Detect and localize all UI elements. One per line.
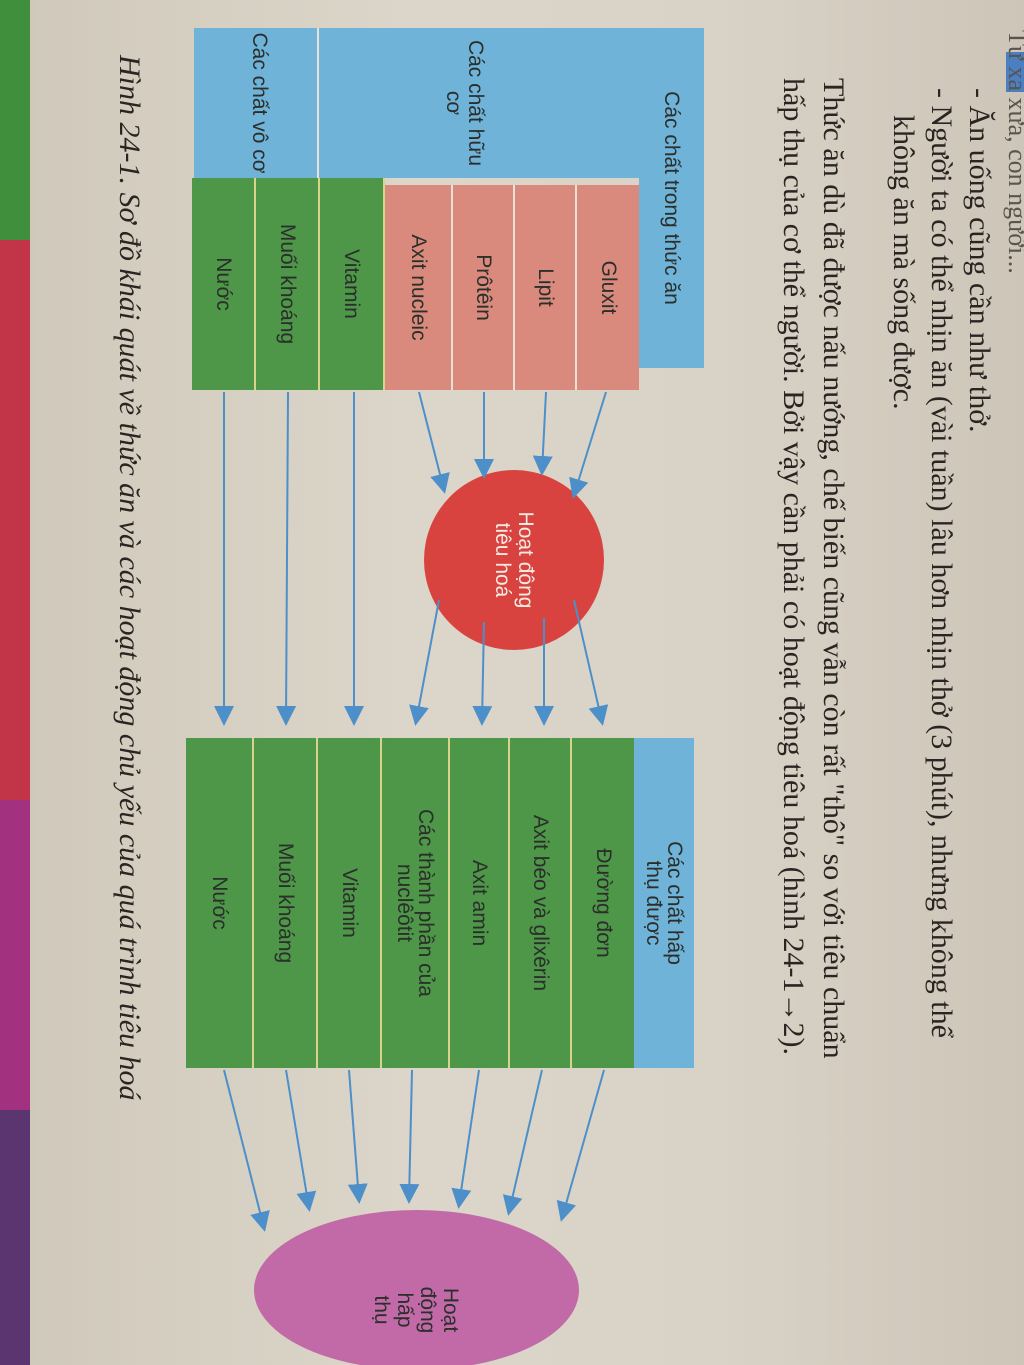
- arrow-axit-amin-out: [472, 621, 493, 726]
- arrow-lipit-in: [532, 391, 553, 476]
- arrow-muoi-khoang-abs: [285, 1069, 317, 1212]
- arrow-nucleotit-out: [409, 599, 440, 726]
- arrow-muoi-khoang-direct: [276, 391, 297, 726]
- edge-tab-magenta: [0, 800, 30, 1110]
- arrow-nuoc-abs: [223, 1069, 270, 1232]
- edge-tab-green: [0, 0, 30, 240]
- arrow-gluxit-in: [569, 391, 607, 499]
- arrow-duong-don-out: [573, 599, 609, 726]
- arrow-axit-amin-abs: [451, 1069, 480, 1209]
- edge-tab-red: [0, 240, 30, 800]
- edge-tab-purple: [0, 1110, 30, 1365]
- arrow-vitamin-abs: [347, 1069, 368, 1204]
- arrow-duong-don-abs: [556, 1069, 605, 1222]
- figure-caption: Hình 24-1. Sơ đồ khái quát về thức ăn và…: [113, 55, 146, 1101]
- arrow-nucleotit-abs: [399, 1069, 420, 1204]
- corner-marker: [1006, 52, 1024, 92]
- arrow-nucleic-in: [418, 391, 450, 494]
- arrow-axit-beo-abs: [502, 1069, 543, 1216]
